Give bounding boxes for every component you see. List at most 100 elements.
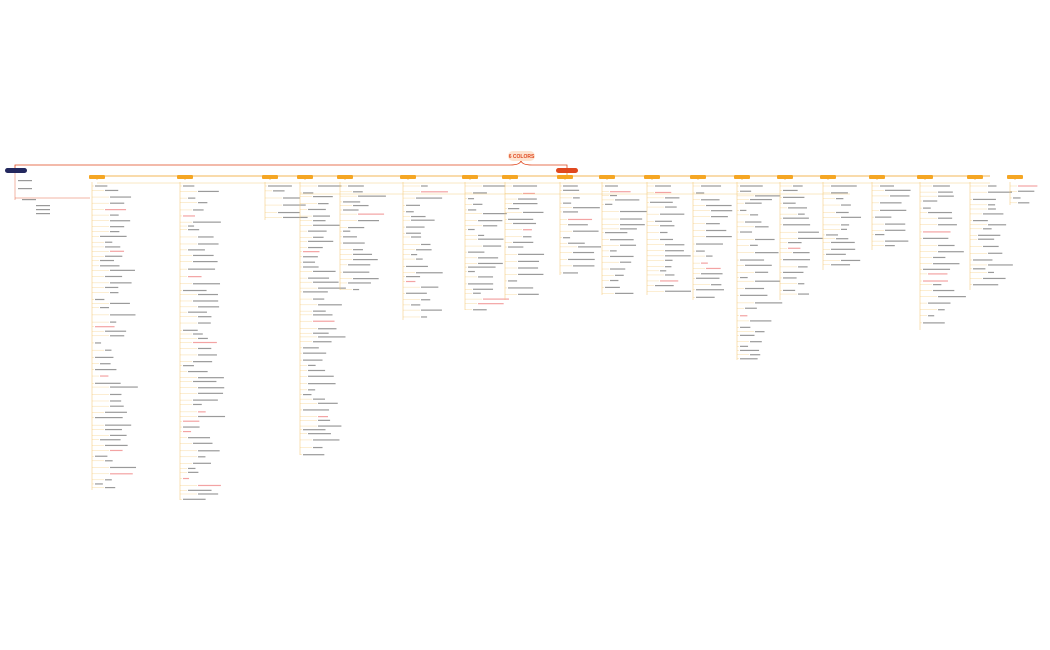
leaf xyxy=(188,370,208,373)
leaf xyxy=(478,234,485,237)
leaf xyxy=(105,330,127,332)
leaf xyxy=(880,209,907,211)
leaf xyxy=(198,450,220,452)
leaf xyxy=(518,273,544,276)
leaf xyxy=(468,228,475,231)
leaf xyxy=(188,471,199,473)
leaf xyxy=(798,266,808,268)
leaf xyxy=(313,215,330,217)
highlight-leaf xyxy=(655,191,672,194)
leaf xyxy=(313,310,326,312)
leaf xyxy=(928,302,951,304)
leaf xyxy=(783,202,796,204)
leaf xyxy=(740,276,748,279)
leaf xyxy=(711,284,722,286)
leaf xyxy=(303,359,323,361)
leaf xyxy=(110,269,135,271)
leaf xyxy=(620,261,632,263)
leaf xyxy=(313,314,333,316)
highlight-leaf xyxy=(105,209,127,211)
leaf xyxy=(923,268,951,270)
leaf xyxy=(740,294,768,296)
leaf xyxy=(198,337,208,340)
leaf xyxy=(468,266,496,268)
leaf xyxy=(518,260,540,262)
leaf xyxy=(928,315,935,317)
leaf xyxy=(193,462,211,464)
leaf xyxy=(938,309,945,311)
leaf xyxy=(95,416,123,419)
leaf xyxy=(740,349,760,352)
leaf xyxy=(95,455,108,457)
leaf xyxy=(983,277,1006,280)
highlight-leaf xyxy=(1018,185,1038,187)
leaf xyxy=(411,215,426,218)
leaf xyxy=(563,202,572,204)
leaf xyxy=(665,250,684,252)
leaf xyxy=(313,332,329,334)
leaf xyxy=(313,270,336,272)
leaf xyxy=(110,393,122,396)
leaf xyxy=(696,243,723,245)
highlight-leaf xyxy=(421,191,448,193)
leaf xyxy=(95,356,114,359)
leaf xyxy=(105,479,112,481)
leaf xyxy=(406,276,421,278)
leaf xyxy=(750,244,758,246)
leaf xyxy=(303,192,314,194)
leaf xyxy=(665,206,677,208)
leaf xyxy=(610,239,634,241)
leaf xyxy=(696,277,720,279)
leaf xyxy=(198,316,212,318)
leaf xyxy=(750,354,761,356)
leaf xyxy=(1013,197,1021,199)
topic-node xyxy=(820,175,836,179)
leaf xyxy=(110,196,132,198)
leaf xyxy=(513,203,538,205)
leaf xyxy=(518,293,539,295)
leaf xyxy=(313,298,325,300)
leaf xyxy=(421,185,428,187)
leaf xyxy=(745,287,765,290)
leaf xyxy=(1018,190,1035,192)
topic-node xyxy=(557,175,573,179)
leaf xyxy=(313,236,324,238)
leaf xyxy=(110,386,138,388)
leaf xyxy=(615,292,634,294)
leaf xyxy=(938,217,953,219)
leaf xyxy=(711,210,733,212)
leaf xyxy=(198,392,224,394)
leaf xyxy=(348,185,364,187)
leaf xyxy=(343,236,357,238)
leaf xyxy=(938,191,953,193)
leaf xyxy=(105,189,119,192)
leaf xyxy=(518,253,545,255)
leaf xyxy=(988,271,995,274)
leaf xyxy=(610,194,617,197)
leaf xyxy=(468,198,475,200)
leaf xyxy=(750,320,772,322)
leaf xyxy=(568,242,585,244)
leaf xyxy=(750,198,772,201)
connector xyxy=(520,159,568,170)
leaf xyxy=(750,341,762,343)
leaf xyxy=(923,200,938,202)
leaf xyxy=(696,250,705,252)
leaf xyxy=(988,191,1012,193)
leaf xyxy=(740,231,753,233)
leaf xyxy=(696,192,705,194)
highlight-leaf xyxy=(188,276,202,278)
leaf xyxy=(188,489,212,491)
leaf xyxy=(933,185,950,187)
leaf xyxy=(605,232,628,234)
leaf xyxy=(348,226,365,229)
leaf xyxy=(353,191,363,193)
leaf xyxy=(198,493,219,495)
leaf xyxy=(303,393,312,396)
leaf xyxy=(885,223,906,225)
leaf xyxy=(100,306,110,309)
leaf xyxy=(933,289,955,292)
topic-node xyxy=(262,175,278,179)
leaf xyxy=(798,231,819,233)
leaf xyxy=(353,288,360,291)
